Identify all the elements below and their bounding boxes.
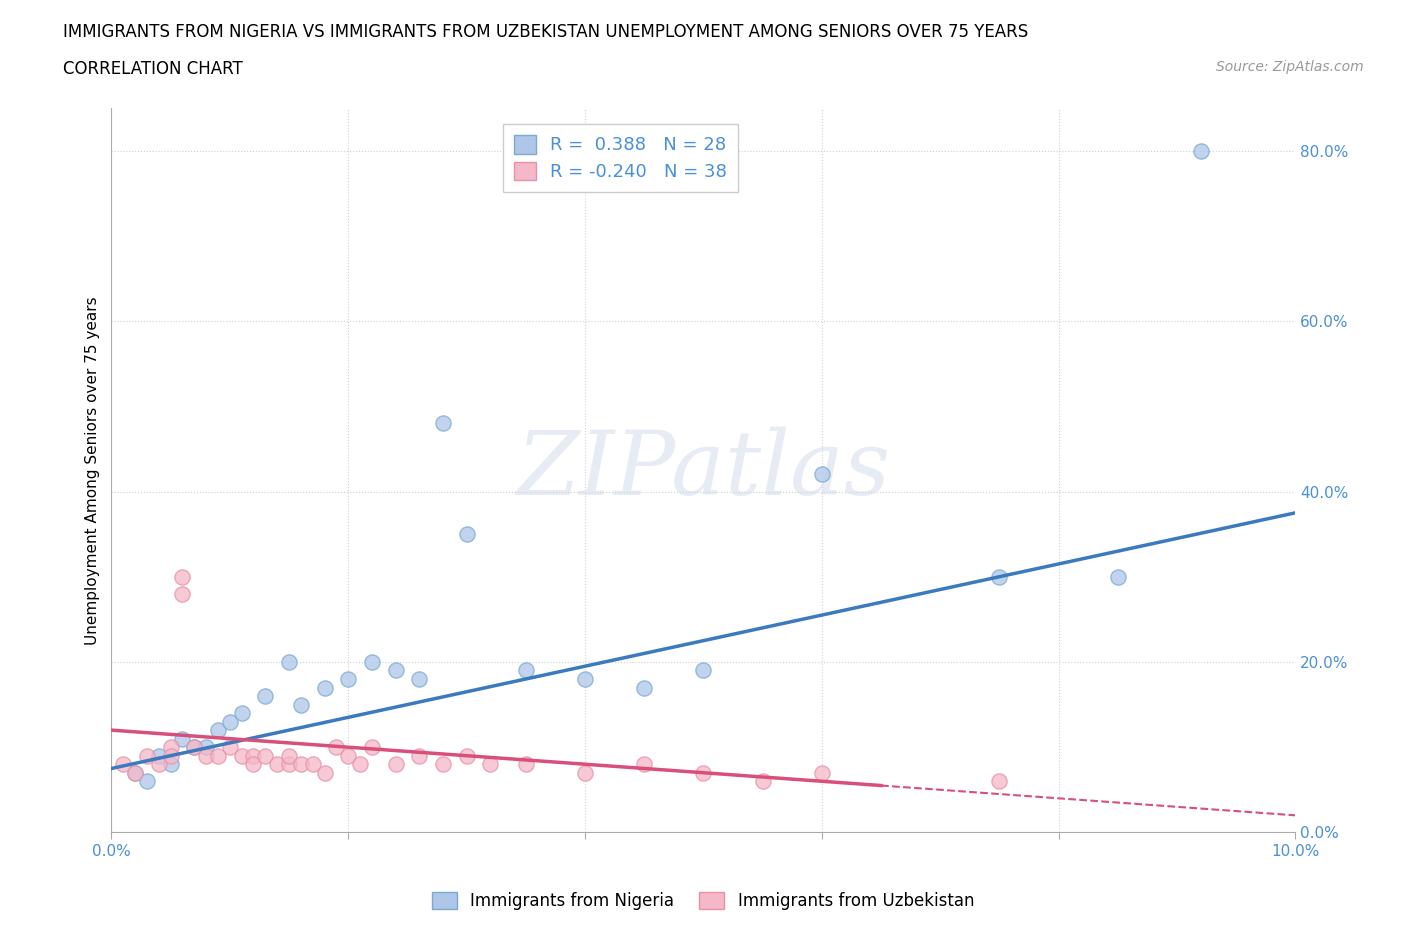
Point [1189,143,1212,158]
Point [692,663,714,678]
Point [290,757,312,772]
Point [337,671,360,686]
Point [207,723,229,737]
Point [124,765,146,780]
Point [515,757,537,772]
Point [301,757,323,772]
Point [278,655,301,670]
Point [159,749,181,764]
Point [290,698,312,712]
Point [112,757,135,772]
Point [432,757,454,772]
Point [988,569,1011,584]
Point [159,739,181,754]
Point [811,467,834,482]
Point [148,749,170,764]
Point [515,663,537,678]
Text: CORRELATION CHART: CORRELATION CHART [63,60,243,78]
Point [988,774,1011,789]
Point [349,757,371,772]
Point [361,739,384,754]
Point [172,731,194,746]
Point [172,569,194,584]
Point [254,688,277,703]
Point [1107,569,1129,584]
Point [148,757,170,772]
Point [384,757,406,772]
Point [183,739,205,754]
Point [456,749,478,764]
Point [408,671,430,686]
Point [325,739,347,754]
Point [266,757,288,772]
Point [314,765,336,780]
Point [136,774,159,789]
Point [751,774,773,789]
Point [218,739,240,754]
Point [278,749,301,764]
Text: Source: ZipAtlas.com: Source: ZipAtlas.com [1216,60,1364,74]
Legend: Immigrants from Nigeria, Immigrants from Uzbekistan: Immigrants from Nigeria, Immigrants from… [425,885,981,917]
Point [195,739,218,754]
Point [207,749,229,764]
Text: IMMIGRANTS FROM NIGERIA VS IMMIGRANTS FROM UZBEKISTAN UNEMPLOYMENT AMONG SENIORS: IMMIGRANTS FROM NIGERIA VS IMMIGRANTS FR… [63,23,1029,41]
Point [218,714,240,729]
Legend: R =  0.388   N = 28, R = -0.240   N = 38: R = 0.388 N = 28, R = -0.240 N = 38 [503,125,738,192]
Point [692,765,714,780]
Y-axis label: Unemployment Among Seniors over 75 years: Unemployment Among Seniors over 75 years [86,296,100,644]
Text: ZIPatlas: ZIPatlas [516,427,890,513]
Point [254,749,277,764]
Point [314,680,336,695]
Point [278,757,301,772]
Point [124,765,146,780]
Point [242,749,264,764]
Point [633,680,655,695]
Point [574,765,596,780]
Point [172,586,194,601]
Point [479,757,502,772]
Point [231,706,253,721]
Point [574,671,596,686]
Point [195,749,218,764]
Point [337,749,360,764]
Point [811,765,834,780]
Point [633,757,655,772]
Point [361,655,384,670]
Point [432,416,454,431]
Point [159,757,181,772]
Point [408,749,430,764]
Point [384,663,406,678]
Point [231,749,253,764]
Point [183,739,205,754]
Point [136,749,159,764]
Point [456,526,478,541]
Point [242,757,264,772]
